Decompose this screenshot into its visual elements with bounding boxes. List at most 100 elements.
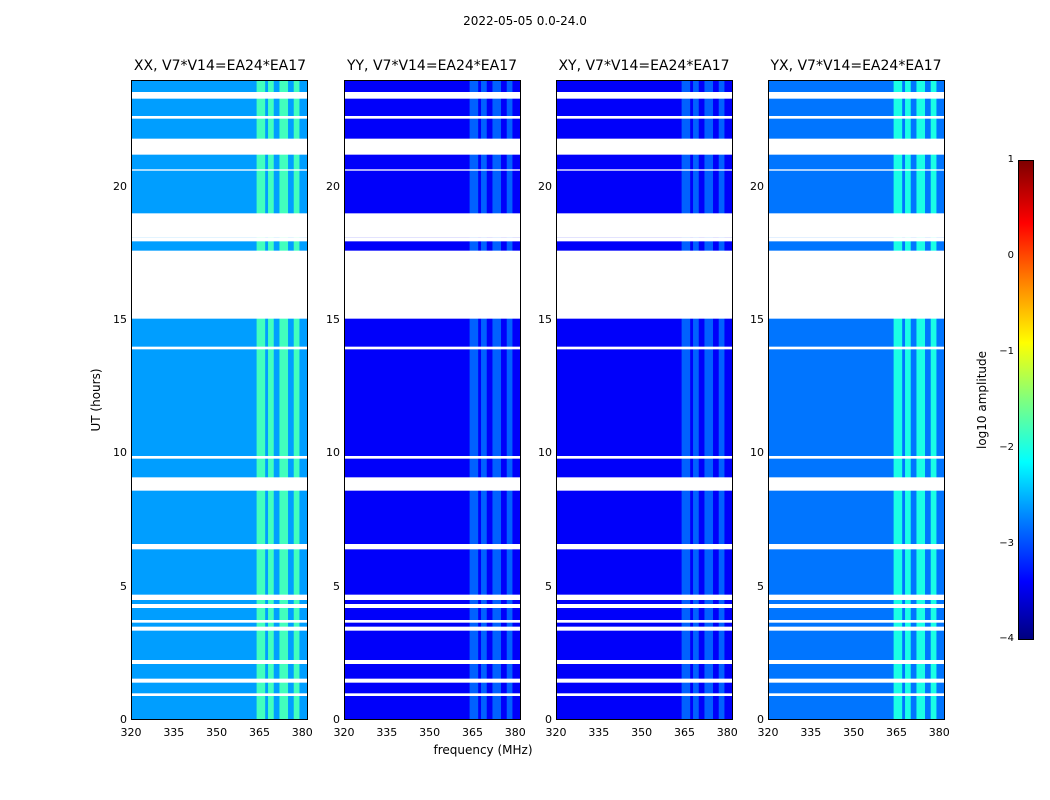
flagged-time-band [131, 626, 308, 631]
flagged-time-band [556, 456, 733, 459]
y-tick-label: 5 [757, 579, 764, 593]
flagged-time-band [768, 604, 945, 608]
panel-frame-yx [768, 80, 945, 720]
flagged-time-band [131, 693, 308, 696]
panel-frame-yy [344, 80, 521, 720]
flagged-time-band [344, 544, 521, 550]
flagged-time-band [131, 660, 308, 664]
y-tick-label: 10 [326, 446, 340, 460]
x-tick-label: 320 [545, 726, 567, 739]
x-tick-label: 335 [800, 726, 822, 739]
spectrogram-background [768, 80, 945, 720]
rfi-channel-band [681, 80, 691, 720]
x-tick-label: 350 [631, 726, 653, 739]
flagged-time-band [768, 620, 945, 623]
colorbar-tick: 0 [1007, 250, 1014, 261]
x-tick-label: 380 [716, 726, 738, 739]
flagged-time-band [131, 116, 308, 119]
colorbar-tick: −4 [999, 633, 1014, 644]
flagged-time-band [556, 693, 733, 696]
panel-title-xy: XY, V7*V14=EA24*EA17 [558, 58, 730, 74]
flagged-time-band [344, 456, 521, 459]
y-tick-label: 20 [538, 179, 552, 193]
flagged-time-band [131, 213, 308, 238]
x-tick-label: 335 [376, 726, 398, 739]
y-tick-label: 10 [113, 446, 127, 460]
flagged-time-band [768, 678, 945, 683]
panel-title-yy: YY, V7*V14=EA24*EA17 [346, 58, 518, 74]
colorbar-tick: −3 [999, 538, 1014, 549]
flagged-time-band [131, 237, 308, 242]
x-tick-label: 320 [120, 726, 142, 739]
rfi-channel-band [492, 80, 502, 720]
flagged-time-band [131, 456, 308, 459]
flagged-time-band [768, 237, 945, 242]
flagged-time-band [344, 116, 521, 119]
flagged-time-band [556, 92, 733, 99]
y-tick-label: 0 [333, 713, 340, 726]
flagged-time-band [768, 594, 945, 600]
flagged-time-band [556, 594, 733, 600]
panel-title-yx: YX, V7*V14=EA24*EA17 [770, 58, 942, 74]
colorbar-tick: −1 [999, 346, 1014, 357]
y-tick-label: 10 [538, 446, 552, 460]
flagged-time-band [556, 477, 733, 491]
flagged-time-band [768, 456, 945, 459]
flagged-time-band [556, 213, 733, 238]
y-tick-label: 15 [113, 313, 127, 326]
rfi-channel-band [930, 80, 937, 720]
flagged-time-band [344, 250, 521, 319]
x-tick-label: 380 [291, 726, 313, 739]
rfi-channel-band [718, 80, 725, 720]
y-tick-label: 0 [545, 713, 552, 726]
y-tick-label: 5 [120, 579, 127, 593]
y-tick-label: 15 [538, 313, 552, 326]
flagged-time-band [556, 346, 733, 350]
figure-title: 2022-05-05 0.0-24.0 [463, 14, 587, 28]
x-tick-label: 365 [248, 726, 270, 739]
y-tick-label: 20 [750, 179, 764, 193]
x-tick-label: 365 [673, 726, 695, 739]
flagged-time-band [768, 544, 945, 550]
x-tick-label: 350 [843, 726, 865, 739]
flagged-time-band [768, 250, 945, 319]
x-tick-label: 335 [163, 726, 185, 739]
rfi-channel-band [268, 80, 274, 720]
flagged-time-band [344, 620, 521, 623]
y-tick-label: 20 [326, 179, 340, 193]
flagged-time-band [131, 138, 308, 155]
rfi-channel-band [905, 80, 911, 720]
flagged-time-band [556, 116, 733, 119]
x-tick-label: 365 [885, 726, 907, 739]
flagged-time-band [344, 213, 521, 238]
rfi-channel-band [279, 80, 289, 720]
flagged-time-band [556, 678, 733, 683]
flagged-time-band [344, 346, 521, 350]
flagged-time-band [131, 477, 308, 491]
flagged-time-band [556, 544, 733, 550]
y-tick-label: 0 [757, 713, 764, 726]
y-tick-label: 10 [750, 446, 764, 460]
spectrogram-background [131, 80, 308, 720]
flagged-time-band [768, 92, 945, 99]
colorbar-tick: 1 [1007, 154, 1014, 165]
flagged-time-band [131, 594, 308, 600]
flagged-time-band [131, 169, 308, 171]
flagged-time-band [344, 138, 521, 155]
flagged-time-band [556, 604, 733, 608]
flagged-time-band [768, 116, 945, 119]
rfi-channel-band [469, 80, 479, 720]
flagged-time-band [344, 594, 521, 600]
flagged-time-band [344, 693, 521, 696]
flagged-time-band [131, 678, 308, 683]
rfi-channel-band [256, 80, 266, 720]
y-tick-label: 5 [333, 579, 340, 593]
spectrogram-background [344, 80, 521, 720]
rfi-channel-band [506, 80, 513, 720]
flagged-time-band [556, 250, 733, 319]
flagged-time-band [344, 660, 521, 664]
flagged-time-band [131, 604, 308, 608]
flagged-time-band [768, 213, 945, 238]
flagged-time-band [344, 678, 521, 683]
y-tick-label: 15 [750, 313, 764, 326]
